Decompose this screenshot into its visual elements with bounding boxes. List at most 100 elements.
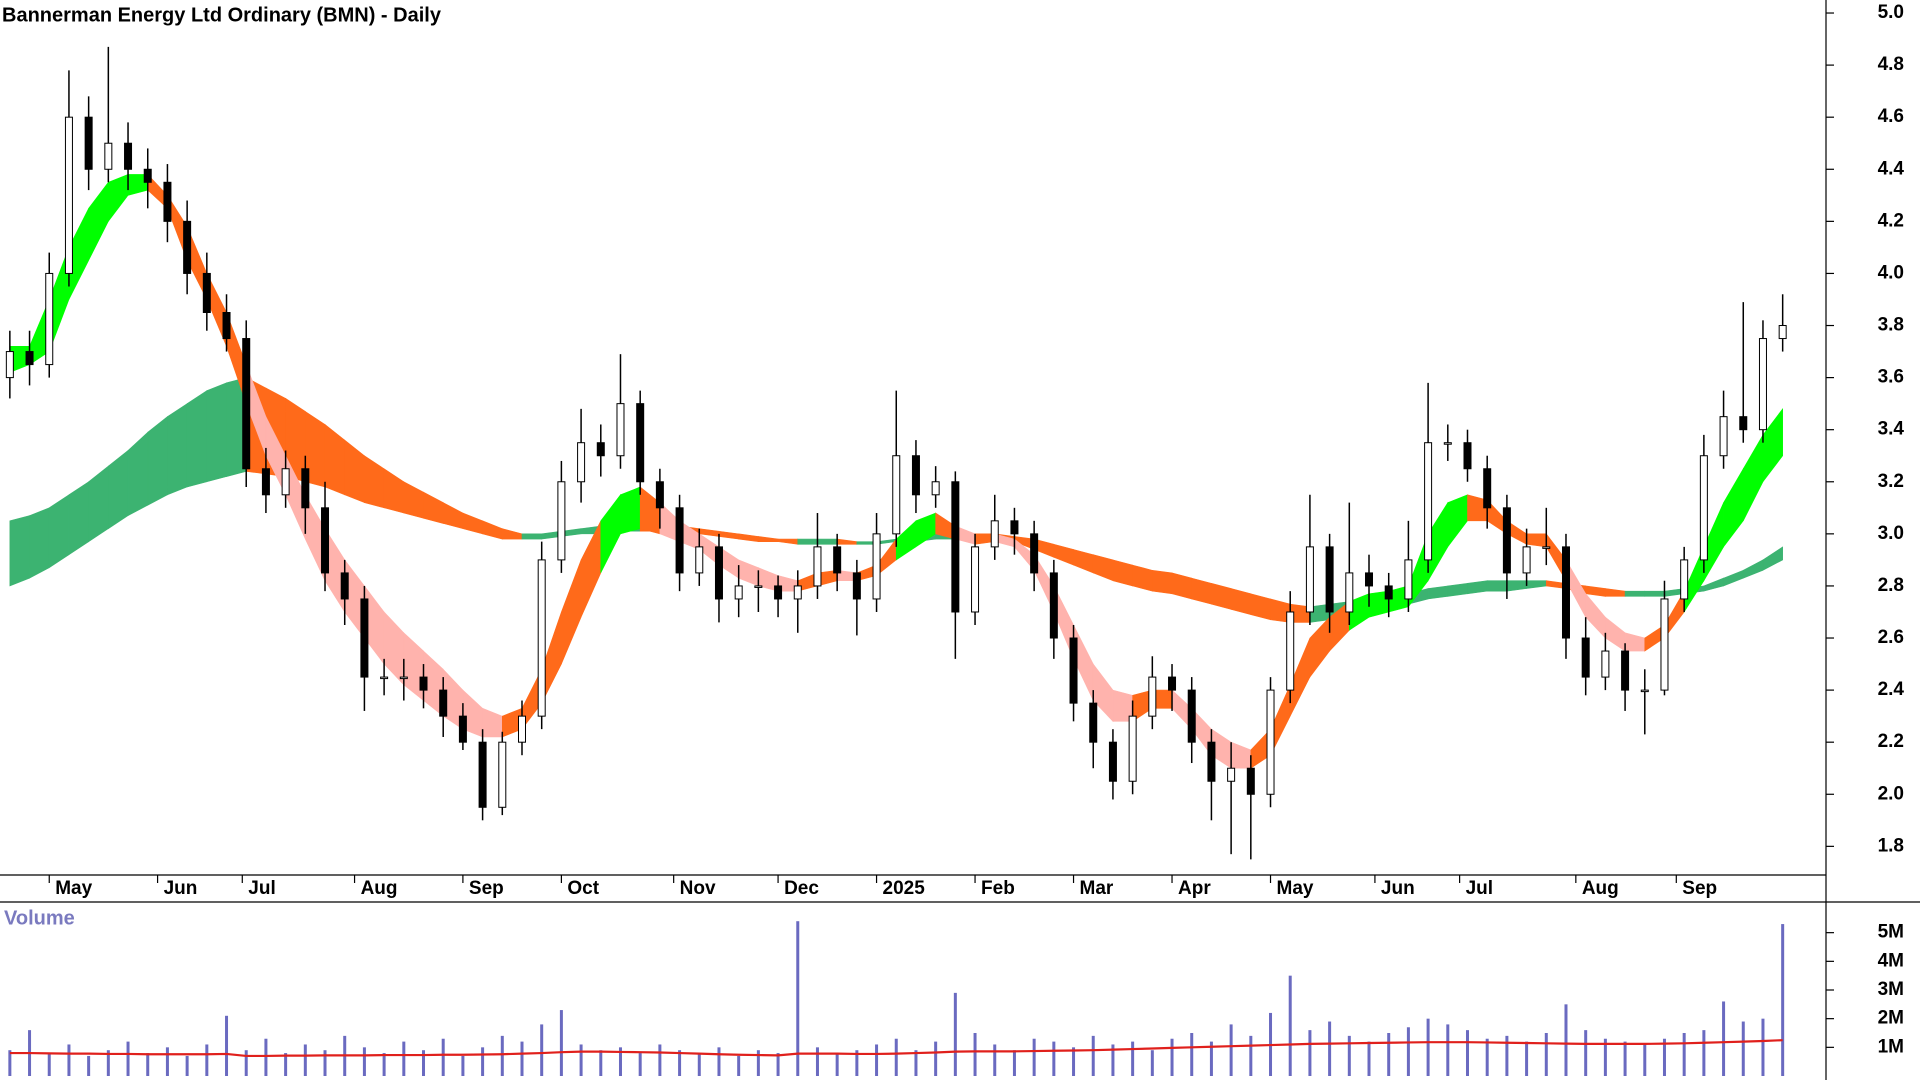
candle-body: [557, 481, 566, 561]
volume-bar: [1406, 1027, 1410, 1076]
volume-bar: [658, 1044, 662, 1076]
candle-body: [45, 272, 54, 366]
volume-bar: [1091, 1035, 1095, 1076]
volume-bar: [1249, 1035, 1253, 1076]
candle-body: [25, 351, 34, 366]
volume-bar: [914, 1050, 918, 1076]
volume-bar: [599, 1050, 603, 1076]
candle-body: [261, 468, 270, 496]
candle-body: [1778, 325, 1787, 340]
volume-bar: [1564, 1004, 1568, 1076]
candle-body: [1542, 546, 1551, 549]
volume-bar: [1525, 1041, 1529, 1076]
volume-bar: [67, 1044, 71, 1076]
volume-bar: [1170, 1038, 1174, 1076]
volume-bar: [481, 1047, 485, 1076]
volume-bar: [205, 1044, 209, 1076]
candle-body: [5, 351, 14, 379]
candle-body: [774, 585, 783, 600]
volume-bar: [1544, 1033, 1548, 1076]
ribbon-segment: [620, 486, 641, 535]
volume-bar: [382, 1053, 386, 1076]
ribbon-segment: [1486, 580, 1508, 592]
y-tick-label: 2.6: [1878, 627, 1904, 648]
candle-body: [1739, 416, 1748, 431]
y-tick-label: 3.2: [1878, 471, 1904, 492]
volume-panel: [8, 921, 1785, 1076]
candle-body: [1719, 416, 1728, 457]
candle-body: [537, 559, 546, 717]
ribbon-segment: [29, 507, 50, 579]
candle-body: [64, 116, 73, 274]
candle-body: [872, 533, 881, 600]
candle-body: [1483, 468, 1492, 509]
x-tick-label: May: [55, 878, 92, 899]
candle-body: [1660, 598, 1669, 691]
volume-bar: [1150, 1050, 1154, 1076]
candle-body: [1601, 650, 1610, 678]
volume-bar: [1426, 1018, 1430, 1076]
candle-body: [321, 507, 330, 574]
candle-body: [990, 520, 999, 548]
ribbon-segment: [797, 538, 818, 545]
ribbon-segment: [186, 390, 208, 488]
candle-body: [242, 338, 251, 470]
y-tick-label: 4.8: [1878, 54, 1904, 75]
ribbon-segment: [48, 494, 70, 569]
ribbon-segment: [1427, 585, 1449, 600]
candle-body: [202, 272, 211, 313]
volume-average-line: [9, 1039, 1783, 1058]
candle-body: [104, 142, 113, 170]
ribbon-segment: [9, 515, 30, 587]
candle-body: [695, 546, 704, 574]
candle-body: [734, 585, 743, 600]
candle-body: [1680, 559, 1689, 600]
volume-bar: [540, 1024, 544, 1076]
volume-bar: [1072, 1047, 1076, 1076]
ribbon-segment: [1152, 569, 1173, 595]
volume-bar: [697, 1053, 701, 1076]
volume-bar: [303, 1044, 307, 1076]
ribbon-segment: [1624, 590, 1646, 597]
y-tick-label: 4.4: [1878, 158, 1905, 179]
candle-body: [636, 403, 645, 483]
volume-bar: [855, 1050, 859, 1076]
volume-bar: [1603, 1038, 1607, 1076]
x-tick-label: Feb: [981, 878, 1015, 899]
volume-bar: [973, 1033, 977, 1076]
ribbons: [9, 173, 1783, 769]
x-tick-label: Mar: [1080, 878, 1114, 899]
volume-bar: [934, 1041, 938, 1076]
candle-body: [1128, 715, 1137, 782]
volume-bar: [520, 1041, 524, 1076]
candle-body: [1207, 741, 1216, 782]
volume-tick-label: 1M: [1878, 1036, 1904, 1057]
x-tick-label: Jul: [248, 878, 275, 899]
volume-bar: [1190, 1033, 1194, 1076]
ribbon-segment: [1762, 546, 1783, 571]
volume-bar: [1111, 1044, 1115, 1076]
volume-bar: [461, 1055, 465, 1076]
volume-bar: [402, 1041, 406, 1076]
candle-body: [143, 168, 152, 183]
volume-bar: [835, 1053, 839, 1076]
volume-bar: [1722, 1001, 1726, 1076]
candle-body: [1069, 637, 1078, 704]
candle-body: [301, 468, 310, 509]
candle-body: [1089, 702, 1098, 743]
volume-bar: [1741, 1021, 1745, 1076]
candle-body: [498, 741, 507, 808]
x-tick-label: Dec: [784, 878, 819, 899]
x-tick-label: 2025: [883, 878, 926, 899]
candle-body: [84, 116, 93, 170]
candle-body: [1699, 455, 1708, 561]
x-tick-label: Nov: [680, 878, 716, 899]
x-tick-label: Jun: [1381, 878, 1415, 899]
volume-bar: [1781, 924, 1785, 1076]
candle-body: [340, 572, 349, 600]
y-tick-label: 4.0: [1878, 262, 1904, 283]
volume-bar: [559, 1010, 563, 1076]
volume-bar: [323, 1050, 327, 1076]
